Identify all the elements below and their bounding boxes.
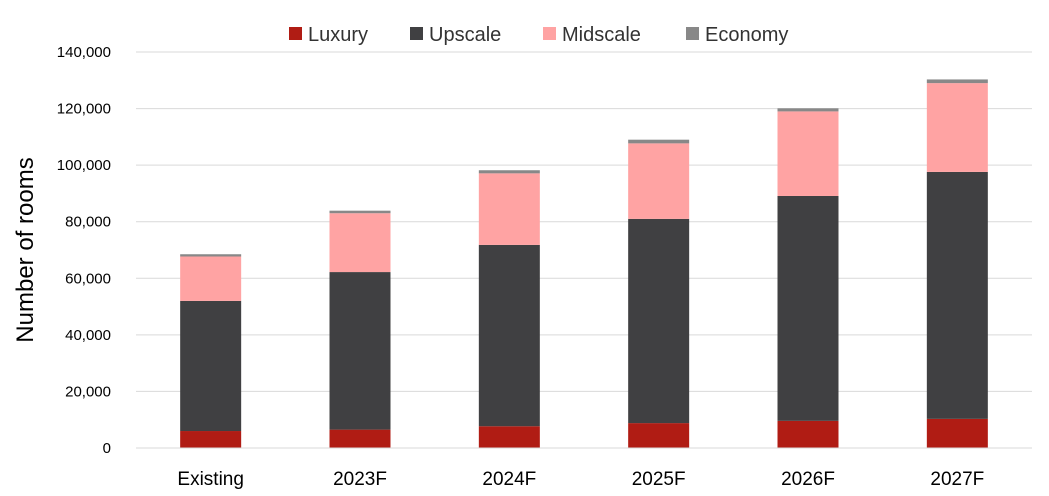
legend-swatch-upscale [410, 27, 423, 40]
y-tick-label: 100,000 [57, 157, 111, 174]
y-tick-label: 60,000 [65, 270, 111, 287]
bar-midscale-2026f [777, 111, 839, 196]
bar-economy-2026f [777, 108, 839, 112]
bar-economy-2027f [926, 79, 988, 84]
x-tick-label: Existing [177, 469, 244, 490]
bar-luxury-2024f [478, 426, 540, 448]
y-tick-label: 80,000 [65, 214, 111, 231]
y-tick-label: 20,000 [65, 383, 111, 400]
x-tick-label: 2024F [482, 469, 536, 490]
bar-upscale-existing [180, 300, 242, 432]
legend-label-midscale: Midscale [562, 24, 641, 46]
x-tick-label: 2027F [930, 469, 984, 490]
bar-midscale-2023f [329, 213, 391, 273]
bar-luxury-2023f [329, 429, 391, 448]
bar-midscale-2025f [628, 143, 690, 219]
x-tick-label: 2023F [333, 469, 387, 490]
x-tick-label: 2026F [781, 469, 835, 490]
y-tick-label: 0 [103, 440, 111, 457]
bar-economy-2024f [478, 170, 540, 174]
bar-midscale-2024f [478, 173, 540, 245]
bar-upscale-2027f [926, 171, 988, 419]
bar-economy-2023f [329, 210, 391, 214]
y-tick-label: 140,000 [57, 44, 111, 61]
legend-swatch-economy [686, 27, 699, 40]
legend-label-upscale: Upscale [429, 24, 501, 46]
bar-luxury-2027f [926, 418, 988, 448]
bar-upscale-2024f [478, 244, 540, 427]
x-tick-label: 2025F [632, 469, 686, 490]
bar-luxury-existing [180, 431, 242, 448]
legend-swatch-midscale [543, 27, 556, 40]
legend-label-economy: Economy [705, 24, 788, 46]
bar-luxury-2026f [777, 420, 839, 448]
legend-swatch-luxury [289, 27, 302, 40]
bar-midscale-existing [180, 256, 242, 301]
y-tick-label: 40,000 [65, 327, 111, 344]
y-axis-title: Number of rooms [12, 157, 39, 342]
bar-economy-2025f [628, 139, 690, 144]
bar-upscale-2025f [628, 218, 690, 424]
bar-economy-existing [180, 254, 242, 257]
bar-midscale-2027f [926, 83, 988, 172]
bar-upscale-2023f [329, 272, 391, 430]
legend-label-luxury: Luxury [308, 24, 368, 46]
bar-upscale-2026f [777, 195, 839, 421]
bar-luxury-2025f [628, 423, 690, 448]
y-tick-label: 120,000 [57, 101, 111, 118]
